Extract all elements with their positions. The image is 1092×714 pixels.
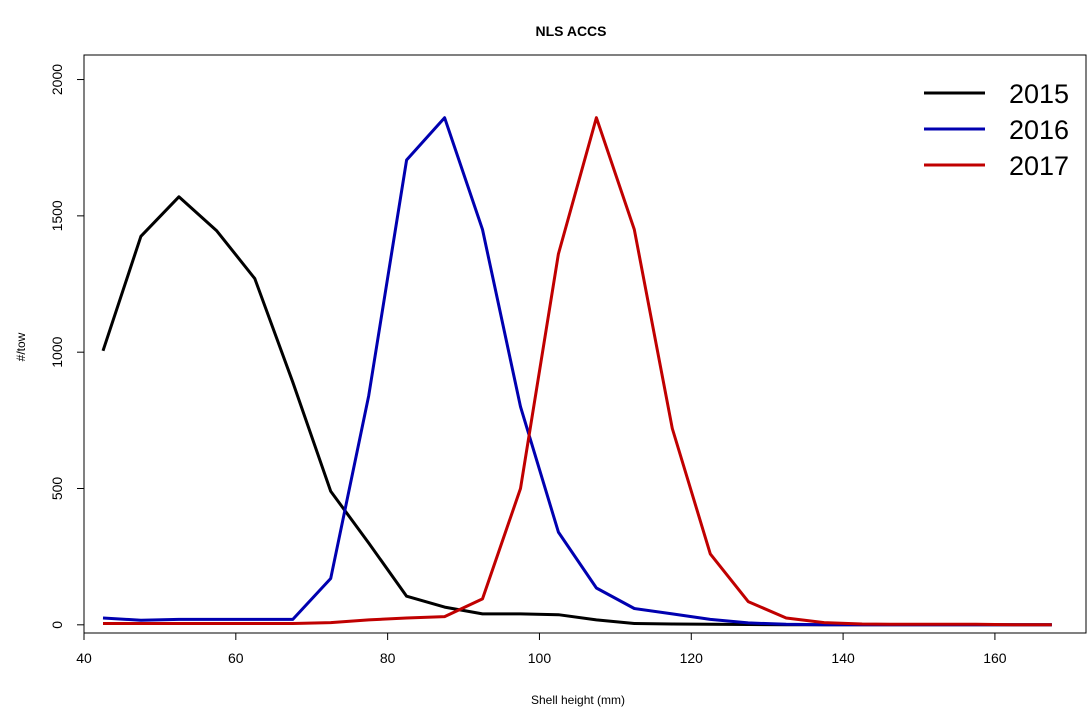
x-tick-label: 160 <box>983 650 1007 666</box>
series-lines <box>101 116 1052 627</box>
y-tick-label: 1500 <box>49 200 65 231</box>
x-tick-label: 100 <box>528 650 552 666</box>
y-tick-label: 500 <box>49 477 65 501</box>
x-tick-label: 40 <box>76 650 92 666</box>
y-axis: 0 500 1000 1500 2000 <box>49 64 85 629</box>
y-axis-title: #/tow <box>14 332 28 361</box>
legend: 2015 2016 2017 <box>924 79 1069 181</box>
y-tick-label: 2000 <box>49 64 65 95</box>
y-tick-label: 1000 <box>49 336 65 367</box>
x-axis-title: Shell height (mm) <box>531 693 625 707</box>
legend-label-2016: 2016 <box>1009 115 1069 145</box>
plot-frame <box>83 54 1087 634</box>
x-axis: 40 60 80 100 120 140 160 <box>76 632 1007 666</box>
x-tick-label: 60 <box>228 650 244 666</box>
x-tick-label: 120 <box>680 650 704 666</box>
x-tick-label: 80 <box>380 650 396 666</box>
x-tick-label: 140 <box>831 650 855 666</box>
legend-label-2015: 2015 <box>1009 79 1069 109</box>
series-line-2017 <box>103 116 1052 627</box>
legend-label-2017: 2017 <box>1009 151 1069 181</box>
series-line-2016 <box>102 116 1052 627</box>
chart-title: NLS ACCS <box>535 23 606 39</box>
y-tick-label: 0 <box>49 621 65 629</box>
